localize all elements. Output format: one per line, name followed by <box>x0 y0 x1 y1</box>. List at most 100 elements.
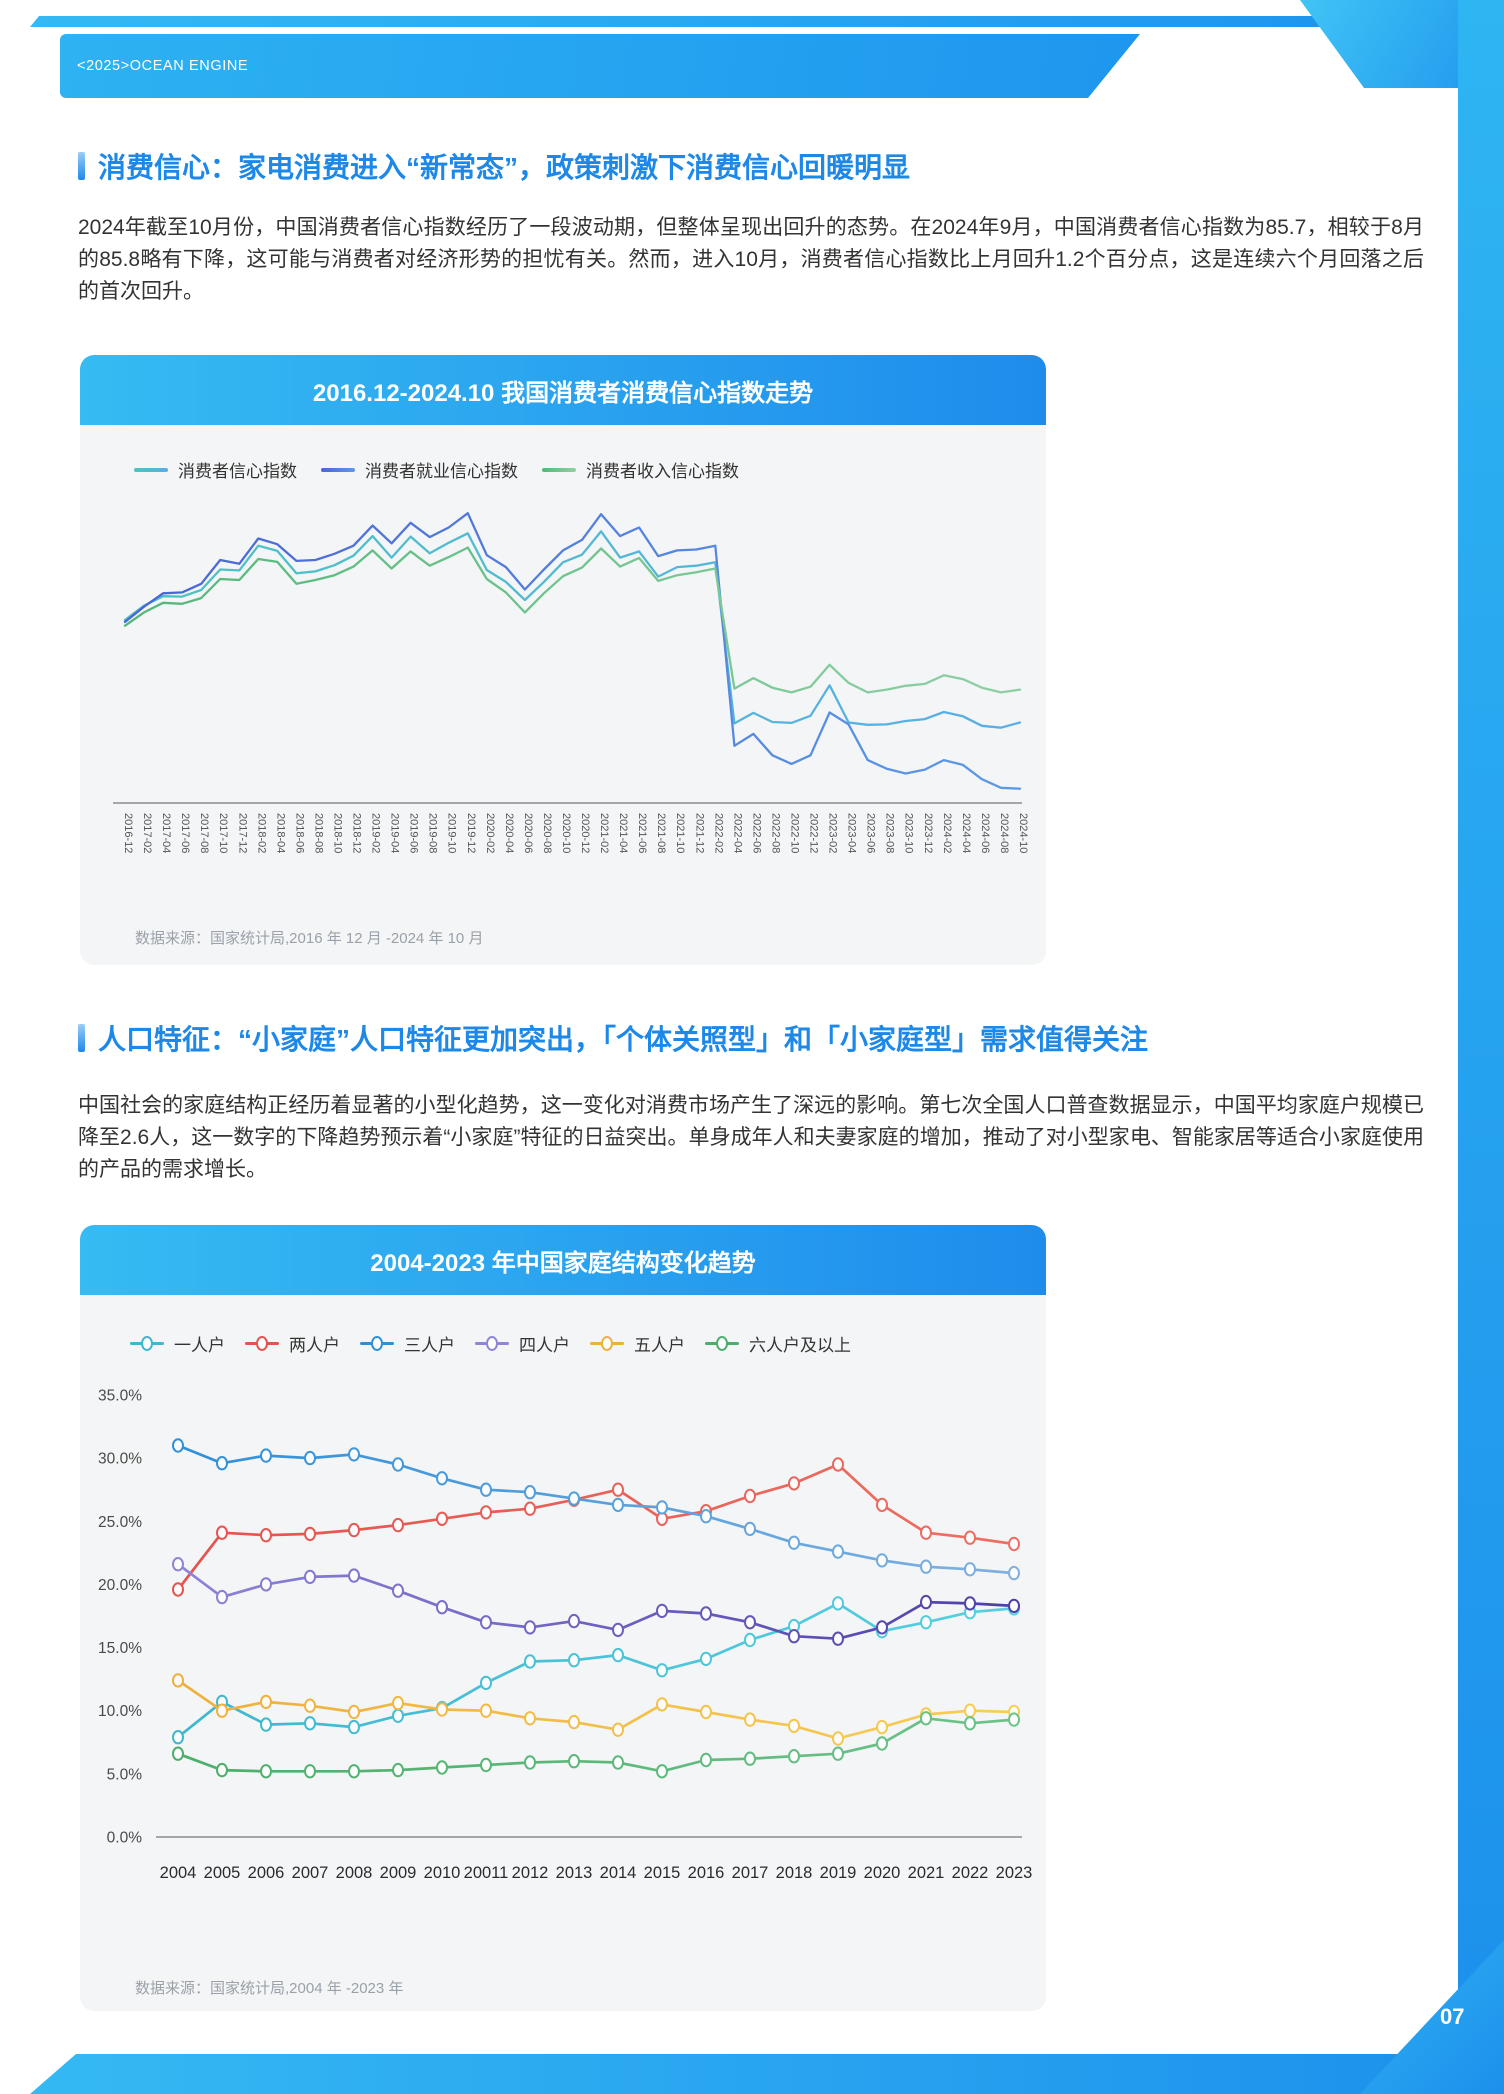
legend-line-circle-swatch <box>360 1335 394 1352</box>
svg-text:5.0%: 5.0% <box>107 1766 143 1783</box>
consumer-confidence-svg: 2016-12 2017-02 2017-04 2017-06 2017-08 2017-… <box>113 512 1029 853</box>
svg-text:2019-04: 2019-04 <box>389 813 401 853</box>
legend-item: 消费者收入信心指数 <box>542 457 739 482</box>
svg-text:2017-02: 2017-02 <box>141 813 153 853</box>
svg-text:2005: 2005 <box>204 1864 241 1882</box>
legend-label: 五人户 <box>634 1336 685 1355</box>
svg-text:0.0%: 0.0% <box>107 1830 143 1847</box>
section-body-household-structure: 中国社会的家庭结构正经历着显著的小型化趋势，这一变化对消费市场产生了深远的影响。… <box>78 1094 1424 1181</box>
legend-line-circle-swatch <box>705 1335 739 1352</box>
svg-text:2020-04: 2020-04 <box>503 813 515 853</box>
svg-text:15.0%: 15.0% <box>98 1640 142 1657</box>
data-source-label: 数据来源：国家统计局,2004 年 -2023 年 <box>135 1980 404 1997</box>
svg-text:2019-08: 2019-08 <box>427 813 439 853</box>
svg-text:2017-08: 2017-08 <box>198 813 210 853</box>
svg-text:2017-06: 2017-06 <box>179 813 191 853</box>
svg-text:2015: 2015 <box>644 1864 681 1882</box>
svg-text:2020-12: 2020-12 <box>579 813 591 853</box>
legend-circle <box>256 1335 268 1351</box>
legend-label: 三人户 <box>404 1336 455 1355</box>
svg-text:2021-10: 2021-10 <box>674 813 686 853</box>
svg-text:2021-04: 2021-04 <box>617 813 629 853</box>
svg-text:2018-04: 2018-04 <box>274 813 286 853</box>
frame-right-strip <box>1458 0 1504 2094</box>
svg-text:2023-04: 2023-04 <box>846 813 858 853</box>
svg-text:2020-02: 2020-02 <box>484 813 496 853</box>
svg-text:2004: 2004 <box>160 1864 197 1882</box>
svg-text:2022-04: 2022-04 <box>731 813 743 853</box>
svg-text:2021-08: 2021-08 <box>655 813 667 853</box>
svg-text:2018-12: 2018-12 <box>351 813 363 853</box>
legend-line-swatch <box>134 467 168 472</box>
svg-text:2019-12: 2019-12 <box>465 813 477 853</box>
legend-item: 四人户 <box>475 1331 570 1356</box>
svg-text:2017-12: 2017-12 <box>236 813 248 853</box>
frame-top-line <box>30 16 1320 27</box>
legend-circle <box>141 1335 153 1351</box>
svg-text:2016: 2016 <box>688 1864 725 1882</box>
legend-line-circle-swatch <box>245 1335 279 1352</box>
svg-text:2020-08: 2020-08 <box>541 813 553 853</box>
header-band: <2025>OCEAN ENGINE <box>60 34 1140 98</box>
page-number: 07 <box>1440 2004 1465 2029</box>
legend-label: 六人户及以上 <box>749 1336 851 1355</box>
svg-text:2024-04: 2024-04 <box>960 813 972 853</box>
svg-text:2018-02: 2018-02 <box>255 813 267 853</box>
legend-item: 三人户 <box>360 1331 455 1356</box>
legend-line-circle-swatch <box>130 1335 164 1352</box>
svg-text:2009: 2009 <box>380 1864 417 1882</box>
legend-item: 六人户及以上 <box>705 1331 851 1356</box>
chart-title-consumer-confidence: 2016.12-2024.10 我国消费者消费信心指数走势 <box>80 355 1046 425</box>
svg-text:2020-10: 2020-10 <box>560 813 572 853</box>
svg-text:2022-12: 2022-12 <box>808 813 820 853</box>
svg-text:2016-12: 2016-12 <box>122 813 134 853</box>
svg-text:2019: 2019 <box>820 1864 857 1882</box>
chart-title-household-structure: 2004-2023 年中国家庭结构变化趋势 <box>80 1225 1046 1295</box>
svg-text:25.0%: 25.0% <box>98 1514 142 1531</box>
legend-label: 一人户 <box>174 1336 225 1355</box>
svg-text:2020-06: 2020-06 <box>522 813 534 853</box>
svg-text:2013: 2013 <box>556 1864 593 1882</box>
line-chart-household-structure: 35.0% 30.0% 25.0% 20.0% 15.0% 10.0% 5.0% 0.0% 20… <box>80 1364 1046 1949</box>
legend-line-circle-swatch <box>475 1335 509 1352</box>
svg-text:2022-10: 2022-10 <box>788 813 800 853</box>
svg-text:2019-02: 2019-02 <box>370 813 382 853</box>
legend-label: 两人户 <box>289 1336 340 1355</box>
svg-text:2022-08: 2022-08 <box>769 813 781 853</box>
chart-legend: 一人户 两人户 三人户 四人户 五人户 六人户及以上 <box>80 1331 1046 1356</box>
svg-text:2023-08: 2023-08 <box>884 813 896 853</box>
svg-text:2021-06: 2021-06 <box>636 813 648 853</box>
svg-text:2014: 2014 <box>600 1864 637 1882</box>
section-title-text: 人口特征：“小家庭”人口特征更加突出，「个体关照型」和「小家庭型」需求值得关注 <box>98 1024 1149 1055</box>
legend-item: 消费者信心指数 <box>134 457 297 482</box>
svg-text:2024-08: 2024-08 <box>998 813 1010 853</box>
svg-text:2024-10: 2024-10 <box>1017 813 1029 853</box>
svg-text:2012: 2012 <box>512 1864 549 1882</box>
svg-text:2008: 2008 <box>336 1864 373 1882</box>
title-accent-bar <box>78 1024 85 1052</box>
household-structure-svg: 35.0% 30.0% 25.0% 20.0% 15.0% 10.0% 5.0% 0.0% 20… <box>98 1388 1032 1883</box>
legend-label: 消费者信心指数 <box>178 462 297 481</box>
svg-text:2023-06: 2023-06 <box>865 813 877 853</box>
legend-item: 消费者就业信心指数 <box>321 457 518 482</box>
svg-text:2022-06: 2022-06 <box>750 813 762 853</box>
frame-bottom-strip <box>30 2054 1504 2094</box>
svg-text:2021-12: 2021-12 <box>693 813 705 853</box>
legend-line-swatch <box>542 467 576 472</box>
svg-text:2023-02: 2023-02 <box>827 813 839 853</box>
svg-text:2019-10: 2019-10 <box>446 813 458 853</box>
legend-circle <box>371 1335 383 1351</box>
svg-text:2010: 2010 <box>424 1864 461 1882</box>
legend-label: 四人户 <box>519 1336 570 1355</box>
svg-text:2017: 2017 <box>732 1864 769 1882</box>
section-title-text: 消费信心：家电消费进入“新常态”，政策刺激下消费信心回暖明显 <box>98 152 911 183</box>
section-title-consumer-confidence: 消费信心：家电消费进入“新常态”，政策刺激下消费信心回暖明显 <box>78 146 910 186</box>
legend-line-swatch <box>321 467 355 472</box>
svg-text:2022-02: 2022-02 <box>712 813 724 853</box>
svg-text:2018-10: 2018-10 <box>331 813 343 853</box>
svg-text:2018-08: 2018-08 <box>312 813 324 853</box>
legend-line-circle-swatch <box>590 1335 624 1352</box>
legend-circle <box>486 1335 498 1351</box>
chart-card-consumer-confidence: 2016.12-2024.10 我国消费者消费信心指数走势 消费者信心指数 消费者… <box>80 355 1046 965</box>
legend-label: 消费者收入信心指数 <box>586 462 739 481</box>
